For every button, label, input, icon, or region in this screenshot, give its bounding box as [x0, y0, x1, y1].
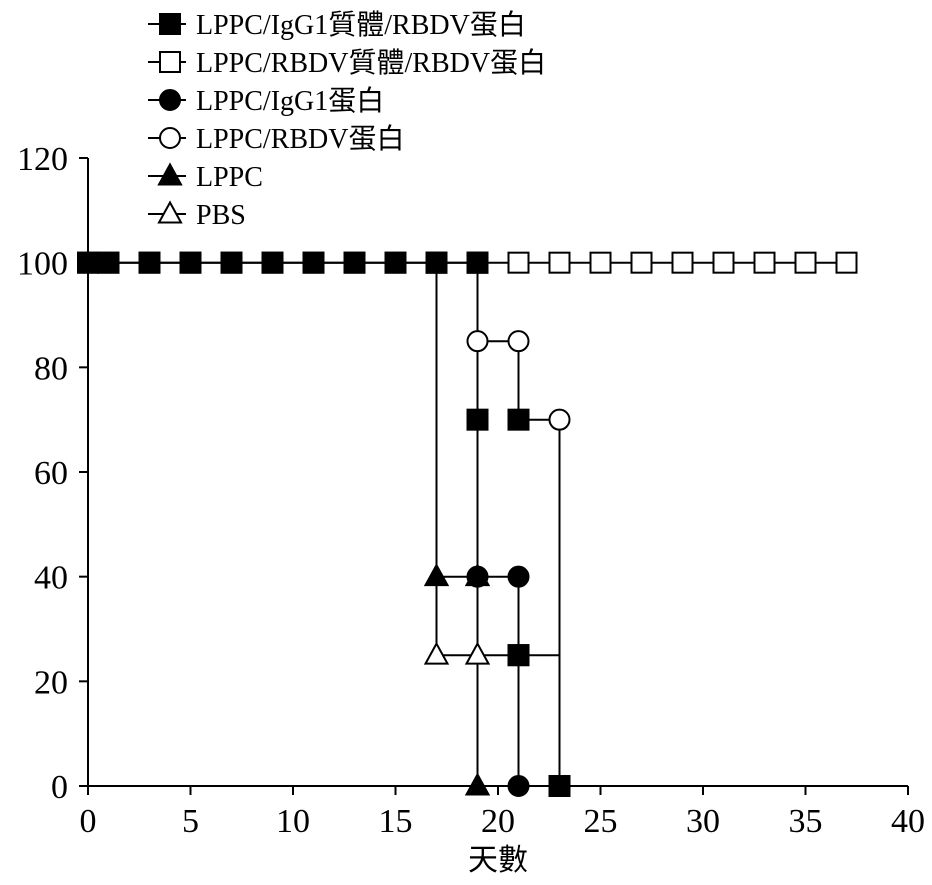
series-5-point: [464, 772, 491, 796]
series-2-point: [548, 251, 571, 274]
legend-label-5: LPPC: [196, 162, 263, 193]
series-3-point: [507, 775, 530, 797]
extra-point: [466, 251, 489, 274]
legend-marker-3: [159, 89, 181, 111]
series-1-point: [77, 251, 99, 274]
legend-label-6: PBS: [196, 200, 246, 231]
legend-label-1: LPPC/IgG1質體/RBDV蛋白: [196, 9, 526, 41]
legend-label-3: LPPC/IgG1蛋白: [196, 85, 384, 117]
x-tick-label: 25: [584, 803, 618, 840]
extra-point: [466, 408, 489, 431]
series-1-point: [261, 251, 284, 274]
legend-label-2: LPPC/RBDV質體/RBDV蛋白: [196, 47, 546, 79]
legend-marker-1: [159, 13, 181, 35]
legend-marker-6: [157, 200, 183, 224]
legend-marker-2: [159, 51, 181, 73]
series-line-4: [476, 262, 561, 786]
legend-marker-4: [159, 127, 181, 149]
legend: LPPC/IgG1質體/RBDV蛋白 LPPC/RBDV質體/RBDV蛋白 LPPC…: [148, 9, 546, 231]
x-tick-label: 5: [182, 803, 199, 840]
series-3-point: [507, 565, 530, 588]
x-tick-label: 15: [379, 803, 413, 840]
axes: 0 20 40 60 80 100 120 0 5 10 15 20 25 30 35 40: [17, 141, 925, 840]
series-2-point: [671, 251, 694, 274]
series-1-point: [220, 251, 243, 274]
x-tick-label: 20: [481, 803, 515, 840]
series-2-point: [507, 251, 530, 274]
series-5-point: [464, 563, 491, 587]
series-1-point: [138, 251, 161, 274]
series-2-point: [589, 251, 612, 274]
x-tick-label: 35: [789, 803, 823, 840]
legend-label-4: LPPC/RBDV蛋白: [196, 123, 405, 155]
series-1-point: [384, 251, 407, 274]
x-tick-label: 30: [686, 803, 720, 840]
series-2-point: [835, 251, 858, 274]
y-tick-label: 0: [51, 769, 68, 806]
series-2-point: [712, 251, 735, 274]
series-4-point: [466, 330, 489, 353]
y-tick-label: 120: [17, 141, 68, 178]
x-tick-label: 0: [80, 803, 97, 840]
series-6-point: [423, 641, 450, 665]
series-1-point: [343, 251, 366, 274]
y-tick-label: 80: [34, 350, 68, 387]
extra-point: [425, 251, 448, 274]
series-4-point: [548, 408, 571, 431]
x-tick-label: 10: [276, 803, 310, 840]
series-5-point: [423, 563, 450, 587]
series-1-point: [97, 251, 120, 274]
series-1-point: [302, 251, 325, 274]
series-1-point: [548, 775, 571, 797]
x-tick-label: 40: [891, 803, 925, 840]
y-tick-label: 20: [34, 664, 68, 701]
series-markers: [77, 251, 858, 797]
extra-point: [507, 408, 530, 431]
series-2-point: [630, 251, 653, 274]
extra-point: [507, 644, 530, 667]
series-2-point: [794, 251, 817, 274]
legend-marker-5: [157, 162, 183, 186]
series-1-point: [179, 251, 202, 274]
series-line-3: [477, 575, 520, 786]
series-line-6: [435, 262, 479, 786]
y-tick-label: 60: [34, 455, 68, 492]
x-axis-label: 天數: [468, 844, 528, 877]
y-tick-label: 100: [17, 246, 68, 283]
y-tick-label: 40: [34, 560, 68, 597]
series-2-point: [753, 251, 776, 274]
series-6-point: [464, 641, 491, 665]
series-4-point: [507, 330, 530, 353]
